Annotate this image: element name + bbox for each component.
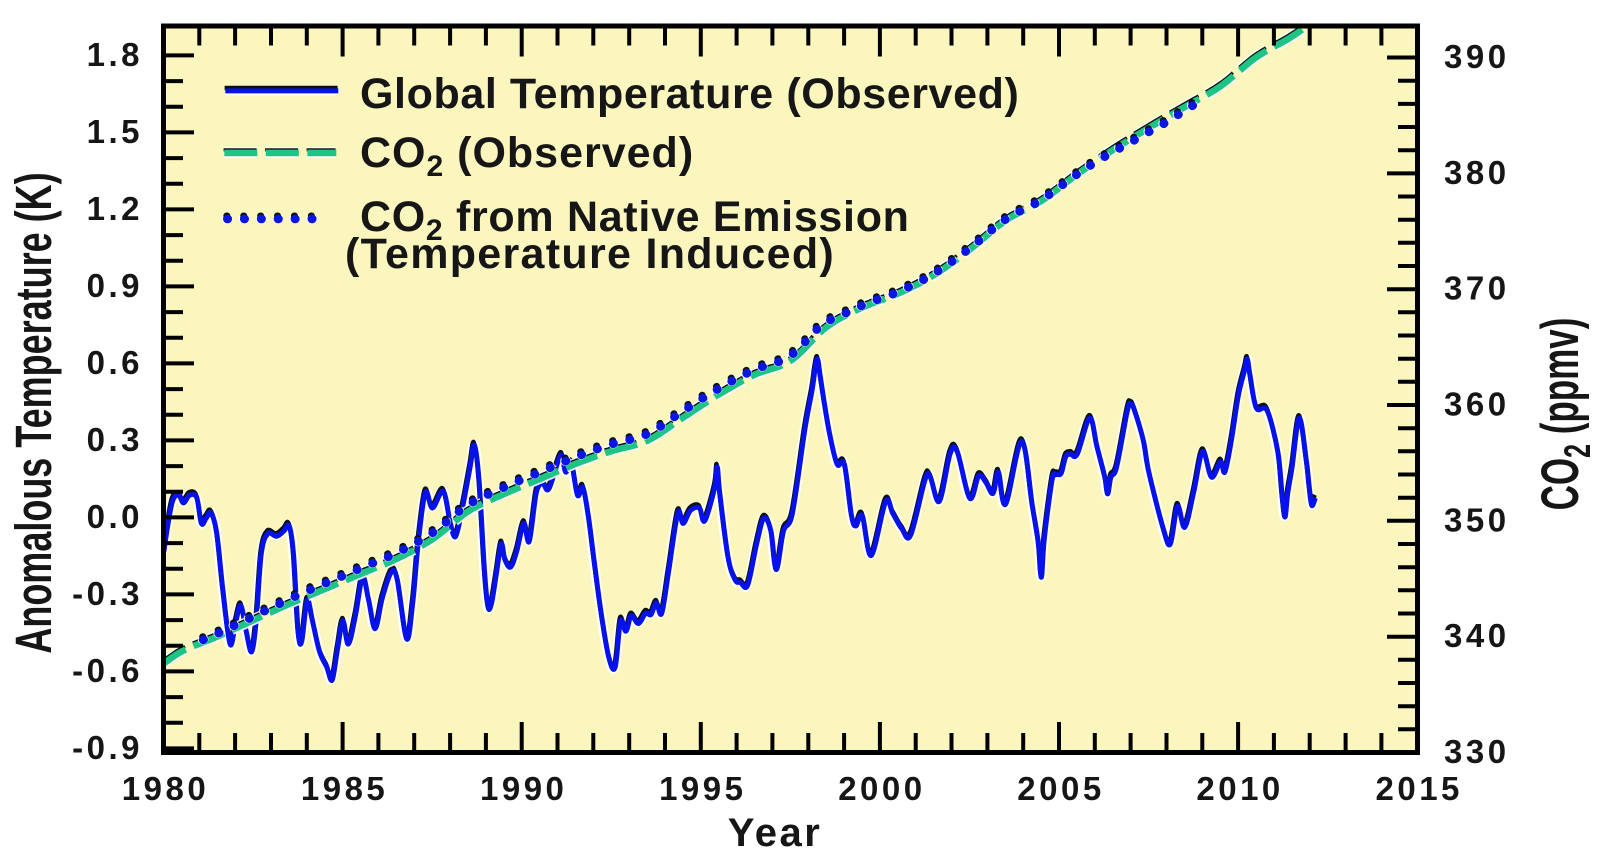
svg-text:Anomalous Temperature (K): Anomalous Temperature (K) (6, 172, 63, 653)
svg-text:360: 360 (1444, 386, 1510, 423)
svg-text:390: 390 (1444, 38, 1510, 75)
svg-text:-0.6: -0.6 (72, 652, 143, 689)
svg-text:2015: 2015 (1375, 770, 1462, 807)
svg-text:CO2 from Native Emission: CO2 from Native Emission (360, 193, 910, 247)
svg-text:1980: 1980 (122, 770, 209, 807)
svg-text:(Temperature Induced): (Temperature Induced) (345, 230, 835, 278)
svg-text:370: 370 (1444, 270, 1510, 307)
svg-text:330: 330 (1444, 733, 1510, 770)
svg-text:1.5: 1.5 (87, 113, 143, 150)
svg-text:2000: 2000 (838, 770, 925, 807)
svg-text:1.8: 1.8 (87, 36, 143, 73)
svg-text:1995: 1995 (659, 770, 746, 807)
svg-text:350: 350 (1444, 501, 1510, 538)
svg-text:1990: 1990 (480, 770, 567, 807)
svg-text:Year: Year (728, 811, 823, 855)
svg-text:2010: 2010 (1196, 770, 1283, 807)
svg-text:1985: 1985 (301, 770, 388, 807)
svg-text:1.2: 1.2 (87, 190, 143, 227)
svg-text:Global Temperature (Observed): Global Temperature (Observed) (360, 70, 1019, 118)
svg-text:2005: 2005 (1017, 770, 1104, 807)
svg-text:0.9: 0.9 (87, 267, 143, 304)
svg-text:CO2 (ppmv): CO2 (ppmv) (1532, 318, 1598, 511)
svg-text:-0.3: -0.3 (72, 575, 143, 612)
svg-text:0.3: 0.3 (87, 421, 143, 458)
svg-text:0.6: 0.6 (87, 344, 143, 381)
svg-text:380: 380 (1444, 154, 1510, 191)
svg-text:340: 340 (1444, 617, 1510, 654)
svg-text:0.0: 0.0 (87, 498, 143, 535)
svg-text:CO2 (Observed): CO2 (Observed) (360, 129, 694, 183)
svg-text:-0.9: -0.9 (72, 729, 143, 766)
